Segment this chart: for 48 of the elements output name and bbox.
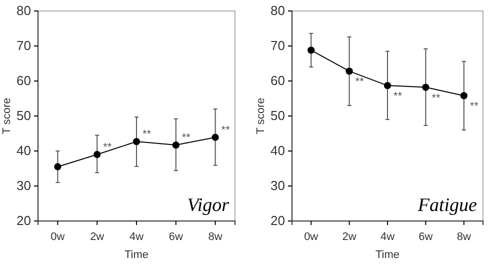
y-tick-label: 50	[270, 108, 285, 124]
y-tick-label: 30	[16, 178, 31, 194]
annotation: **	[432, 92, 441, 104]
y-tick-label: 40	[16, 143, 31, 158]
y-tick-label: 50	[16, 108, 31, 124]
y-axis-title: T score	[1, 98, 13, 134]
annotation: **	[142, 128, 152, 141]
annotation: **	[355, 76, 365, 88]
point	[346, 68, 353, 75]
point	[384, 82, 392, 90]
point	[94, 150, 101, 158]
point	[172, 141, 180, 149]
y-tick-label: 70	[270, 38, 285, 54]
x-tick-label: 8w	[208, 231, 222, 244]
y-tick-label: 20	[270, 213, 285, 228]
x-tick-label: 6w	[418, 231, 433, 244]
y-tick-label: 30	[270, 178, 285, 194]
y-tick-label: 70	[16, 38, 31, 54]
annotation: **	[470, 100, 480, 113]
text: Fatigue	[416, 195, 477, 216]
x-tick-label: 6w	[168, 231, 183, 244]
x-axis-title: Time	[375, 249, 400, 261]
x-tick-label: 2w	[342, 231, 356, 244]
text: Vigor	[187, 195, 230, 216]
point	[460, 92, 468, 100]
point	[308, 46, 315, 54]
y-tick-label: 80	[16, 3, 31, 18]
x-tick-label: 2w	[90, 231, 104, 244]
x-tick-label: 0w	[304, 231, 318, 244]
y-tick-label: 40	[270, 143, 285, 158]
annotation: **	[103, 142, 112, 154]
x-tick-label: 4w	[380, 231, 395, 244]
x-axis-title: Time	[124, 249, 149, 261]
y-axis-title: T score	[255, 98, 267, 134]
y-tick-label: 80	[270, 3, 285, 18]
x-tick-label: 8w	[456, 231, 471, 244]
y-tick-label: 20	[16, 213, 31, 228]
point	[132, 138, 140, 146]
y-tick-label: 60	[16, 73, 31, 88]
point	[54, 163, 62, 170]
annotation: **	[394, 90, 403, 103]
x-tick-label: 4w	[129, 231, 144, 244]
point	[422, 84, 430, 91]
annotation: **	[221, 124, 231, 136]
x-tick-label: 0w	[50, 231, 65, 244]
y-tick-label: 60	[270, 73, 285, 88]
point	[212, 134, 219, 141]
annotation: **	[182, 132, 192, 144]
